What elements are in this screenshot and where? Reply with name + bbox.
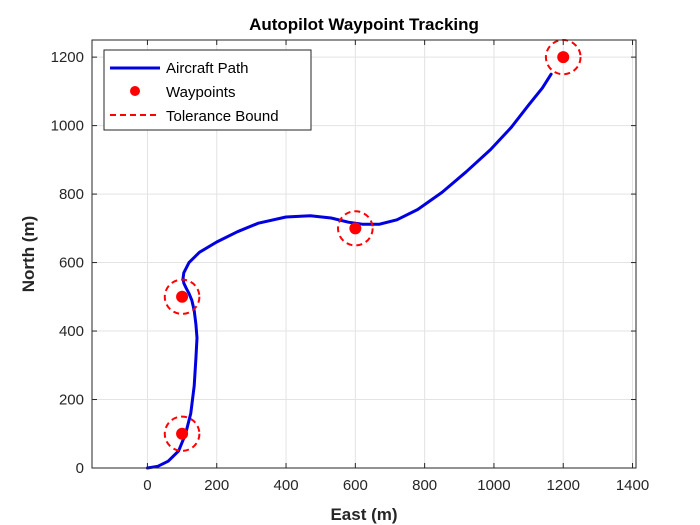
x-axis-title: East (m): [330, 505, 397, 524]
legend: Aircraft Path Waypoints Tolerance Bound: [103, 49, 312, 131]
x-tick-label: 200: [204, 477, 229, 494]
tolerance-bound-circle: [163, 278, 201, 315]
x-tick-label: 1000: [477, 477, 510, 494]
x-tick-label: 600: [343, 477, 368, 494]
tolerance-bound-circle: [163, 415, 201, 452]
waypoint-marker: [176, 427, 189, 440]
y-tick-label: 400: [59, 323, 84, 340]
x-tick-label: 1200: [547, 477, 580, 494]
waypoint-marker: [349, 222, 362, 235]
x-tick-label: 0: [143, 477, 151, 494]
ticks: 0 200 400 600 800 1000 1200 1400 0 200 400 600 800 10…: [51, 40, 649, 494]
plot-area: [145, 39, 582, 470]
y-tick-label: 1200: [51, 49, 84, 66]
y-tick-label: 0: [76, 460, 84, 477]
waypoint-marker: [557, 51, 570, 64]
y-tick-label: 800: [59, 186, 84, 203]
y-tick-label: 600: [59, 255, 84, 272]
legend-swatch-waypoints: [130, 86, 140, 96]
legend-label-tolerance-bound: Tolerance Bound: [166, 108, 279, 125]
x-tick-label: 400: [274, 477, 299, 494]
y-tick-label: 1000: [51, 118, 84, 135]
tolerance-bound-circle: [337, 210, 374, 247]
chart-title: Autopilot Waypoint Tracking: [249, 15, 479, 34]
aircraft-path-line: [145, 72, 553, 470]
legend-label-aircraft-path: Aircraft Path: [166, 60, 249, 77]
legend-label-waypoints: Waypoints: [166, 84, 235, 101]
y-tick-label: 200: [59, 392, 84, 409]
x-tick-label: 800: [412, 477, 437, 494]
axes-frame: [91, 39, 637, 469]
waypoint-marker: [176, 290, 189, 303]
x-tick-label: 1400: [616, 477, 649, 494]
y-axis-title: North (m): [19, 216, 38, 292]
